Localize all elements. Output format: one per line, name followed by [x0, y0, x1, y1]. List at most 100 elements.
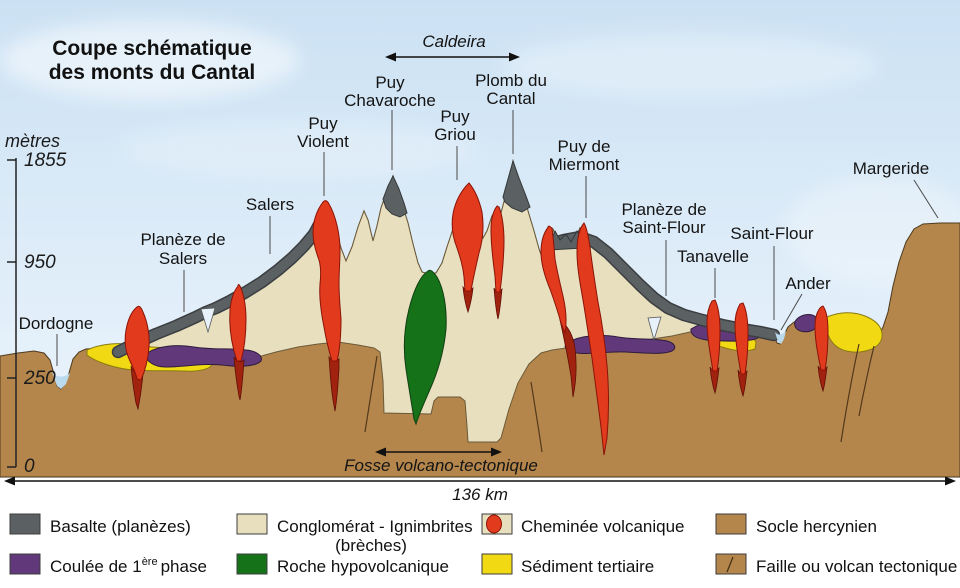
- legend-label-socle: Socle hercynien: [756, 517, 877, 536]
- arrowhead-left: [4, 476, 15, 486]
- label-dordogne: Dordogne: [19, 314, 94, 333]
- legend-label-cheminee: Cheminée volcanique: [521, 517, 685, 536]
- legend-label-conglomerat: Conglomérat - Ignimbrites: [277, 517, 473, 536]
- label-puy-griou-1: Puy: [440, 107, 470, 126]
- legend-label-roche: Roche hypovolcanique: [277, 557, 449, 576]
- caldeira-label: Caldeira: [422, 32, 485, 51]
- label-plomb-2: Cantal: [486, 89, 535, 108]
- label-planeze-saint-flour-2: Saint-Flour: [622, 218, 705, 237]
- leader-ander: [780, 293, 803, 331]
- arrowhead-right: [509, 52, 520, 62]
- distance-label: 136 km: [452, 485, 508, 504]
- legend-label-basalte: Basalte (planèzes): [50, 517, 191, 536]
- basalt-cap-miermont: [549, 229, 583, 251]
- label-saint-flour: Saint-Flour: [730, 224, 813, 243]
- legend-swatch-basalte: [9, 513, 41, 535]
- label-planeze-saint-flour-1: Planèze de: [621, 200, 706, 219]
- legend-label-coulee-pre: Coulée de 1: [50, 557, 142, 576]
- chimney-puy-griou: [451, 182, 484, 292]
- diagram-title: Coupe schématique des monts du Cantal: [49, 37, 256, 84]
- legend-label-faille: Faille ou volcan tectonique: [756, 557, 957, 576]
- sediment-saint-flour-basin: [826, 312, 883, 353]
- label-ander: Ander: [785, 274, 831, 293]
- coulee-west: [145, 345, 262, 368]
- label-salers: Salers: [246, 195, 294, 214]
- fault-line: [840, 343, 860, 443]
- arrowhead-left: [385, 52, 396, 62]
- chimney-dordogne-side: [124, 305, 150, 381]
- valley-notch-salers: [200, 307, 216, 334]
- fault-line: [530, 381, 543, 453]
- fosse-label: Fosse volcano-tectonique: [344, 456, 538, 475]
- title-line-2: des monts du Cantal: [49, 61, 256, 84]
- ander-river: [775, 331, 786, 344]
- label-planeze-salers-1: Planèze de: [140, 230, 225, 249]
- arrowhead-right: [491, 447, 502, 457]
- legend-swatch-coulee: [9, 553, 41, 575]
- leader-margeride: [913, 179, 939, 219]
- chimney-root: [559, 319, 577, 398]
- chimney-tanavelle-2: [734, 302, 749, 375]
- chimney-ander: [814, 305, 829, 371]
- legend-swatch-faille-line: [726, 556, 734, 573]
- label-planeze-salers-2: Salers: [159, 249, 207, 268]
- cheminees-volcaniques: [124, 182, 829, 456]
- label-puy-violent-1: Puy: [308, 114, 338, 133]
- title-line-1: Coupe schématique: [52, 37, 252, 60]
- legend-swatch-socle: [715, 513, 747, 535]
- chimney-root: [233, 356, 245, 401]
- basalt-cap-chavaroche: [382, 174, 408, 218]
- label-puy-griou-2: Griou: [434, 125, 476, 144]
- place-labels: Dordogne Planèze de Salers Salers Puy Vi…: [19, 71, 930, 333]
- scale-unit-label: mètres: [5, 131, 60, 151]
- chimney-miermont-2: [576, 222, 609, 456]
- cloud: [120, 122, 480, 178]
- clouds: [0, 20, 960, 285]
- roche-hypovolcanique: [403, 269, 447, 426]
- scale-tick-label: 1855: [24, 150, 67, 171]
- legend-label-coulee: Coulée de 1ère phase: [50, 556, 207, 576]
- cloud: [0, 20, 300, 100]
- legend: Basalte (planèzes) Conglomérat - Ignimbr…: [9, 513, 957, 576]
- chimney-plomb-flank: [490, 205, 505, 293]
- distance-scale: 136 km: [4, 476, 956, 504]
- dordogne-river: [52, 372, 70, 389]
- caldeira-annotation: Caldeira: [385, 32, 520, 62]
- chimney-tanavelle-1: [706, 299, 721, 372]
- label-miermont-1: Puy de: [558, 137, 611, 156]
- arrowhead-left: [375, 447, 386, 457]
- chimney-miermont-1: [540, 225, 567, 335]
- label-plomb-1: Plomb du: [475, 71, 547, 90]
- arrowhead-right: [945, 476, 956, 486]
- legend-swatch-conglomerat: [236, 513, 268, 535]
- scale-tick-label: 950: [24, 252, 56, 273]
- legend-label-sediment: Sédiment tertiaire: [521, 557, 654, 576]
- scale-tick-label: 0: [24, 456, 35, 477]
- label-puy-chavaroche-1: Puy: [375, 73, 405, 92]
- label-puy-violent-2: Violent: [297, 132, 349, 151]
- legend-label-coulee-sup: ère: [142, 556, 158, 568]
- legend-swatch-faille: [715, 553, 747, 575]
- fault-line: [858, 345, 875, 417]
- label-puy-chavaroche-2: Chavaroche: [344, 91, 436, 110]
- label-tanavelle: Tanavelle: [677, 247, 749, 266]
- cloud: [500, 33, 880, 97]
- faults: [364, 343, 875, 453]
- basalt-cap-plomb: [502, 159, 531, 213]
- elevation-scale: mètres 1855 950 250 0: [5, 131, 67, 477]
- legend-label-conglomerat-2: (brèches): [335, 536, 407, 555]
- label-margeride: Margeride: [853, 159, 930, 178]
- coulee-ander: [794, 314, 819, 333]
- legend-swatch-roche: [236, 553, 268, 575]
- scale-tick-label: 250: [23, 368, 56, 389]
- fault-line: [364, 355, 378, 433]
- chimney-salers: [229, 284, 247, 362]
- leader-lines: [56, 110, 939, 366]
- legend-swatch-cheminee-blob: [486, 514, 502, 534]
- fosse-annotation: Fosse volcano-tectonique: [344, 447, 538, 475]
- valley-notch-east: [647, 316, 662, 342]
- legend-label-coulee-post: phase: [161, 557, 207, 576]
- chimney-puy-violent: [312, 200, 342, 362]
- label-miermont-2: Miermont: [549, 155, 620, 174]
